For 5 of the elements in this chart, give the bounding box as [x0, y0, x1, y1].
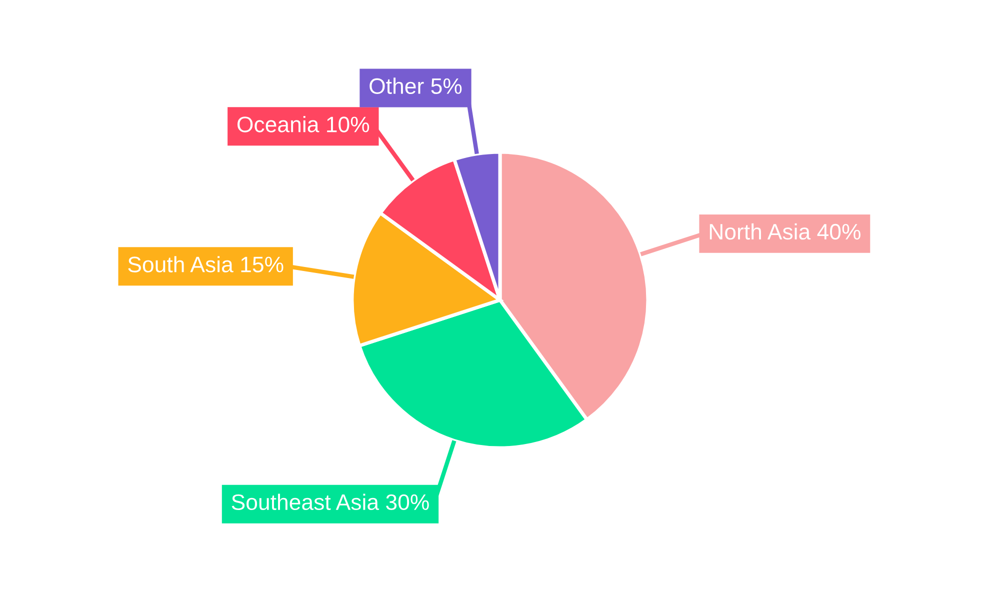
- slice-label: North Asia 40%: [710, 223, 860, 240]
- slice-label: Other 5%: [370, 78, 462, 94]
- slice-label: Southeast Asia 30%: [232, 494, 429, 510]
- slice-label: South Asia 15%: [128, 256, 284, 272]
- slice-label: Oceania 10%: [238, 116, 370, 132]
